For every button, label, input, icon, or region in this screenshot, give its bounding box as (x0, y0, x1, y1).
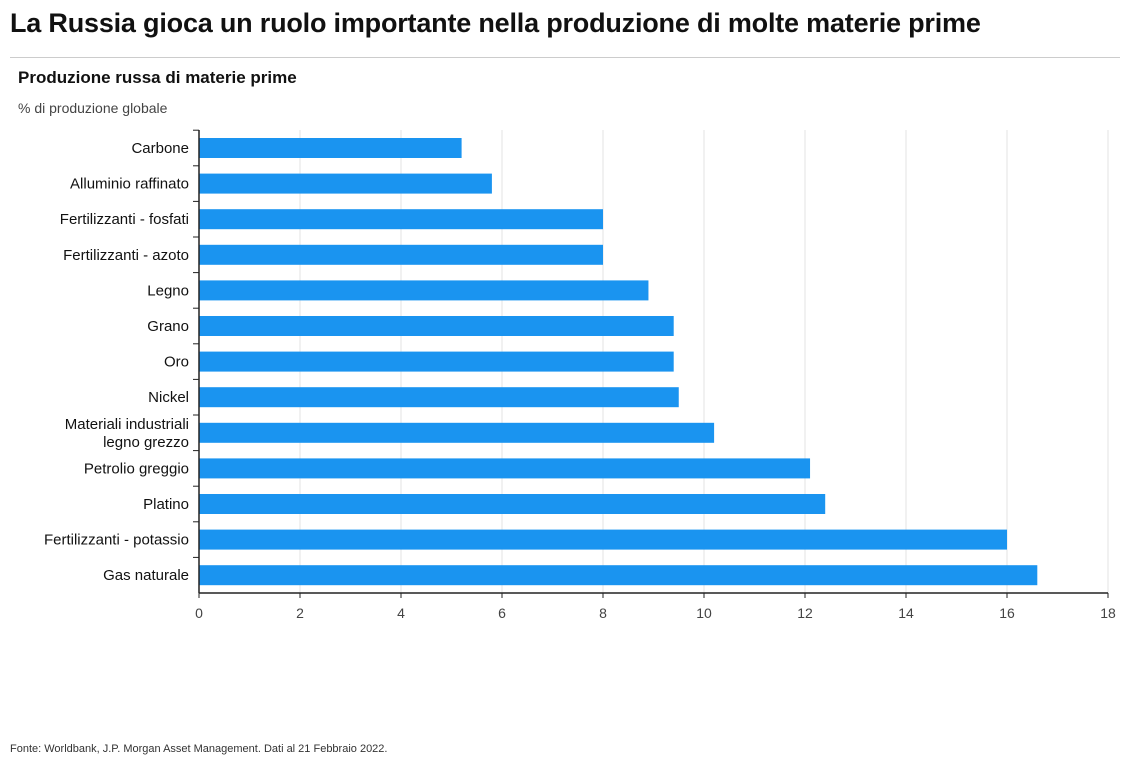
category-label: Platino (143, 496, 189, 513)
category-label: Oro (164, 354, 189, 371)
bar (199, 280, 649, 301)
x-tick-label: 14 (898, 605, 914, 621)
category-label-line: Fertilizzanti - fosfati (60, 211, 189, 228)
bar (199, 458, 811, 479)
bar (199, 244, 603, 265)
category-label-line: Carbone (131, 140, 189, 157)
category-label-line: Gas naturale (103, 567, 189, 584)
category-label-line: Legno (147, 282, 189, 299)
x-tick-label: 10 (696, 605, 712, 621)
page-title: La Russia gioca un ruolo importante nell… (10, 8, 981, 38)
x-tick-label: 16 (999, 605, 1015, 621)
x-tick-label: 0 (195, 605, 203, 621)
category-label-line: Fertilizzanti - azoto (63, 247, 189, 264)
category-label-line: Oro (164, 354, 189, 371)
category-label: Fertilizzanti - azoto (63, 247, 189, 264)
category-label-line: Fertilizzanti - potassio (44, 532, 189, 549)
category-label-line: Materiali industriali (65, 416, 189, 433)
x-tick-label: 8 (599, 605, 607, 621)
category-label: Alluminio raffinato (70, 176, 189, 193)
chart-subtitle: Produzione russa di materie prime (18, 68, 297, 87)
category-label: Carbone (131, 140, 189, 157)
chart-unit-label: % di produzione globale (18, 100, 168, 116)
x-tick-label: 2 (296, 605, 304, 621)
bar (199, 422, 715, 443)
bar (199, 209, 603, 230)
category-label: Legno (147, 282, 189, 299)
bar (199, 316, 674, 336)
category-label: Grano (147, 318, 189, 335)
bar (199, 565, 1038, 586)
title-divider (10, 57, 1120, 58)
category-label: Materiali industriali legno grezzo (65, 416, 189, 451)
category-label: Fertilizzanti - potassio (44, 532, 189, 549)
category-label-line: Platino (143, 496, 189, 513)
category-label: Petrolio greggio (84, 460, 189, 477)
bar (199, 138, 462, 158)
bar (199, 387, 679, 408)
x-tick-label: 4 (397, 605, 405, 621)
category-label-line: Nickel (148, 389, 189, 406)
bar (199, 173, 492, 194)
category-label-line: Grano (147, 318, 189, 335)
bar (199, 494, 826, 514)
category-label: Fertilizzanti - fosfati (60, 211, 189, 228)
category-label-line: Petrolio greggio (84, 460, 189, 477)
bar (199, 529, 1007, 550)
x-tick-label: 6 (498, 605, 506, 621)
x-tick-label: 12 (797, 605, 813, 621)
source-note: Fonte: Worldbank, J.P. Morgan Asset Mana… (10, 743, 388, 755)
category-label: Nickel (148, 389, 189, 406)
bar (199, 351, 674, 372)
category-label: Gas naturale (103, 567, 189, 584)
category-label-line: legno grezzo (103, 434, 189, 451)
x-tick-label: 18 (1100, 605, 1116, 621)
category-label-line: Alluminio raffinato (70, 176, 189, 193)
